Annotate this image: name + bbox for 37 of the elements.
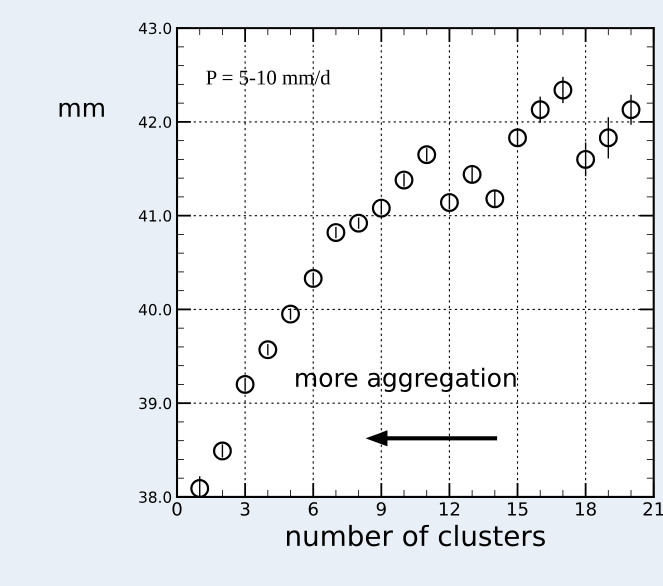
point bbox=[281, 304, 300, 324]
point bbox=[485, 189, 504, 208]
point bbox=[349, 214, 368, 233]
y-tick-label: 43.0 bbox=[138, 22, 172, 34]
point bbox=[326, 223, 346, 242]
x-tick-label: 15 bbox=[508, 502, 528, 516]
point bbox=[212, 442, 232, 460]
point bbox=[304, 269, 323, 288]
x-tick-label: 3 bbox=[240, 502, 250, 516]
y-tick-label: 40.0 bbox=[138, 304, 172, 316]
point bbox=[236, 374, 255, 394]
point bbox=[258, 340, 278, 360]
point bbox=[598, 128, 618, 148]
point bbox=[417, 145, 436, 164]
point bbox=[508, 128, 527, 148]
point bbox=[576, 150, 596, 169]
annotation: P = 5-10 mm/d bbox=[206, 70, 330, 85]
x-tick-label: 6 bbox=[308, 502, 318, 516]
point bbox=[530, 100, 550, 120]
y-tick-label: 38.0 bbox=[139, 491, 172, 503]
point bbox=[372, 198, 391, 218]
x-tick-label: 9 bbox=[376, 502, 386, 516]
x-axis-title: number of clusters bbox=[287, 524, 545, 546]
point bbox=[553, 80, 572, 100]
y-tick-label: 41.0 bbox=[138, 210, 172, 222]
y-tick-label: 39.0 bbox=[139, 398, 172, 410]
point bbox=[394, 170, 414, 190]
x-tick-label: 12 bbox=[440, 502, 460, 516]
point bbox=[462, 164, 482, 184]
annotation: more aggregation bbox=[296, 368, 516, 392]
point bbox=[190, 479, 210, 497]
y-tick-label: 42.0 bbox=[138, 116, 172, 128]
x-tick-label: 18 bbox=[576, 502, 596, 516]
point bbox=[440, 193, 459, 212]
y-axis-title: mm bbox=[60, 102, 104, 117]
point bbox=[622, 100, 640, 120]
x-tick-label: 0 bbox=[172, 502, 182, 516]
